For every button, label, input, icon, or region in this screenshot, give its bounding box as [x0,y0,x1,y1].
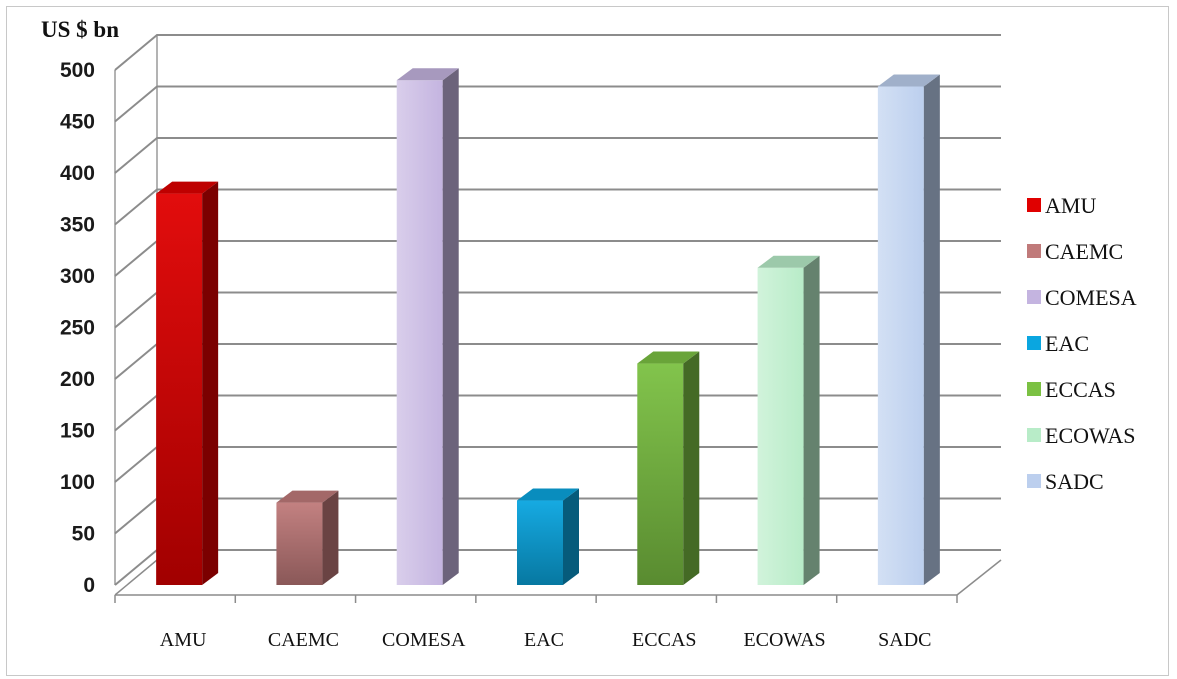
legend-label: ECCAS [1045,377,1116,402]
bar-top [637,351,700,364]
legend-swatch [1027,474,1041,488]
gridline [114,446,1001,483]
legend-swatch [1027,336,1041,350]
y-tick-label: 400 [60,162,95,185]
legend: AMU CAEMC COMESA EAC ECCAS ECOWAS SADC [1027,193,1137,494]
gridline [114,34,1001,71]
x-tick-label: ECOWAS [743,629,825,651]
bar-front [637,363,684,585]
legend-label: SADC [1045,469,1104,494]
legend-swatch [1027,382,1041,396]
bar-ecowas [757,255,820,585]
x-tick-label: ECCAS [632,629,696,651]
gridline [114,85,1001,123]
bar-eac [517,488,579,585]
bar-comesa [396,68,459,586]
legend-label: EAC [1045,331,1089,356]
bar-front [276,502,323,585]
x-tick-label: COMESA [382,629,466,651]
gridline [114,343,1001,380]
y-tick-label: 450 [60,111,95,134]
x-tick-label: EAC [524,629,564,651]
legend-label: COMESA [1045,285,1137,310]
y-tick-label: 300 [60,265,95,288]
x-tick-label: CAEMC [268,629,339,651]
y-tick-label: 150 [60,420,95,443]
chart-frame: 0 50 100 150 200 250 300 350 400 450 500 AMU CAEMC C… [6,6,1169,676]
gridline [114,137,1001,174]
bar-amu [156,181,219,585]
bar-caemc [276,490,339,585]
bar-top [757,255,820,268]
legend-label: AMU [1045,193,1096,218]
bar-side [202,181,219,585]
y-tick-label: 350 [60,214,95,237]
legend-swatch [1027,428,1041,442]
bar-front [877,86,924,585]
y-tick-label: 200 [60,368,95,391]
gridline [114,240,1001,277]
y-axis-label: US $ bn [41,17,119,42]
bar-top [877,74,940,87]
x-tick-label: SADC [878,629,931,651]
bar-sadc [877,74,940,585]
floor-right-edge [956,559,1002,596]
y-tick-label: 500 [60,59,95,82]
category-labels: AMU CAEMC COMESA EAC ECCAS ECOWAS SADC [160,629,932,651]
bar-chart: 0 50 100 150 200 250 300 350 400 450 500 AMU CAEMC C… [41,17,1137,651]
bar-front [156,193,203,585]
legend-item-caemc: CAEMC [1027,239,1123,264]
bars [156,68,940,586]
legend-label: ECOWAS [1045,423,1135,448]
bar-top [396,68,459,81]
y-tick-label: 50 [72,523,95,546]
y-tick-labels: 0 50 100 150 200 250 300 350 400 450 500 [60,59,95,597]
floor-left-edge [114,559,158,596]
legend-swatch [1027,244,1041,258]
y-tick-label: 100 [60,471,95,494]
bar-eccas [637,351,700,585]
x-axis [114,559,1002,603]
bar-side [923,74,940,585]
legend-item-ecowas: ECOWAS [1027,423,1135,448]
legend-swatch [1027,290,1041,304]
legend-item-eac: EAC [1027,331,1089,356]
bar-side [322,490,339,585]
gridline [114,188,1001,226]
gridline [114,291,1001,329]
bar-front [517,500,563,585]
bar-top [517,488,579,501]
x-tick-label: AMU [160,629,207,651]
bar-top [276,490,339,503]
legend-label: CAEMC [1045,239,1123,264]
bar-front [757,267,804,585]
legend-item-eccas: ECCAS [1027,377,1116,402]
y-tick-label: 0 [83,574,95,597]
y-tick-label: 250 [60,317,95,340]
bar-side [803,255,820,585]
bar-side [442,68,459,586]
legend-swatch [1027,198,1041,212]
bar-front [396,80,443,586]
bar-side [683,351,700,585]
legend-item-comesa: COMESA [1027,285,1137,310]
legend-item-sadc: SADC [1027,469,1104,494]
bar-top [156,181,219,194]
bar-side [563,488,579,585]
legend-item-amu: AMU [1027,193,1096,218]
gridline [114,394,1001,432]
